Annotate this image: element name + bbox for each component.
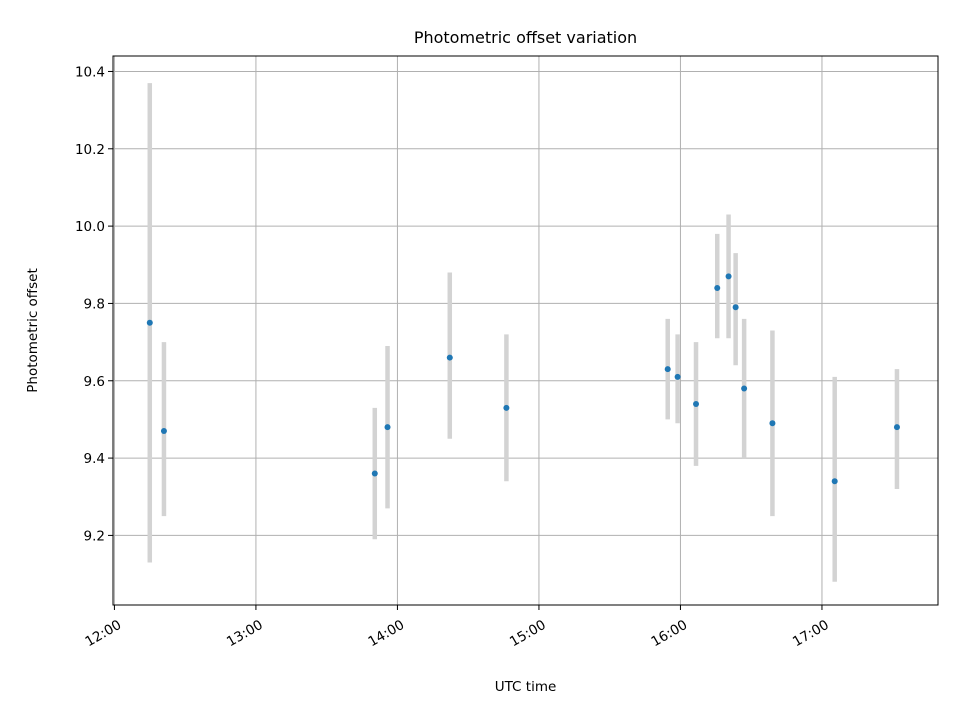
data-point — [674, 373, 681, 380]
plot-frame — [112, 55, 939, 606]
y-tick-label: 10.2 — [75, 142, 105, 158]
y-tick-label: 9.2 — [84, 528, 105, 544]
data-point — [732, 304, 739, 311]
data-point — [725, 273, 732, 280]
data-point — [693, 400, 700, 407]
data-point — [146, 319, 153, 326]
data-point — [893, 424, 900, 431]
data-point — [664, 366, 671, 373]
data-point — [503, 404, 510, 411]
errorbar-layer — [147, 83, 900, 582]
x-tick-label: 12:00 — [83, 617, 125, 650]
x-tick-label: 13:00 — [224, 617, 266, 650]
x-axis-label: UTC time — [495, 679, 557, 695]
data-point — [769, 420, 776, 427]
y-tick-label: 10.0 — [75, 219, 105, 235]
x-tick-label: 17:00 — [790, 617, 832, 650]
y-tick-label: 9.4 — [84, 451, 105, 467]
y-tick-label: 10.4 — [75, 64, 105, 80]
data-point — [714, 284, 721, 291]
y-tick-label: 9.6 — [84, 374, 105, 390]
x-tick-label: 14:00 — [366, 617, 408, 650]
data-point — [741, 385, 748, 392]
y-tick-label: 9.8 — [84, 296, 105, 312]
x-tick-label: 16:00 — [649, 617, 691, 650]
chart-title: Photometric offset variation — [414, 28, 637, 47]
data-point — [384, 424, 391, 431]
data-point — [446, 354, 453, 361]
y-axis-label: Photometric offset — [25, 268, 41, 392]
data-point — [160, 428, 167, 435]
tick-layer: 12:00 13:00 14:00 15:00 16:00 17:00 9.2 9.4 9.6 9… — [75, 64, 832, 650]
point-layer — [146, 273, 900, 485]
data-point — [371, 470, 378, 477]
x-tick-label: 15:00 — [507, 617, 549, 650]
data-point — [831, 478, 838, 485]
grid-layer — [113, 56, 938, 605]
